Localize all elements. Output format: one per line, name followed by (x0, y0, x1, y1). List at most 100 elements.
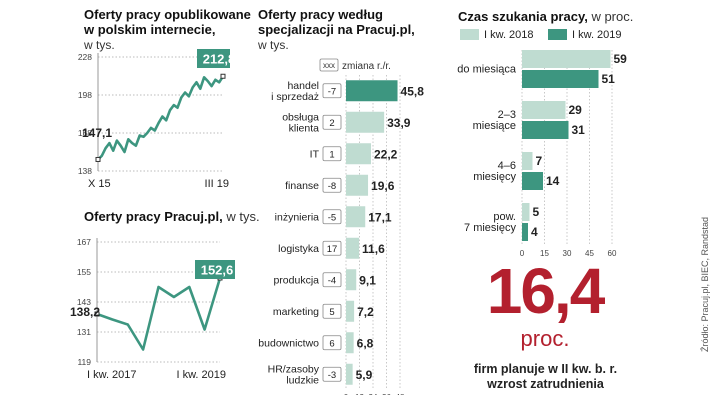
x-tick-label: 36 (382, 393, 391, 395)
bar (522, 223, 528, 241)
x-tick-label: 24 (369, 393, 378, 395)
category-label: finanse (285, 180, 319, 192)
search-time-chart-title-text: Czas szukania pracy, (458, 9, 588, 24)
legend-swatch (548, 29, 567, 40)
category-label: ludzkie (286, 374, 319, 386)
highlight-caption-line2: wzrost zatrudnienia (487, 377, 604, 391)
specialization-chart-title-line2: specjalizacji na Pracuj.pl, (258, 22, 415, 37)
start-point-marker (94, 311, 100, 317)
start-value-label: 147,1 (82, 126, 112, 140)
legend-change-box (319, 58, 339, 72)
y-tick-label: 198 (78, 90, 92, 100)
category-label: HR/zasoby (268, 363, 320, 375)
bar-value-label: 19,6 (371, 179, 395, 193)
internet-offers-chart: 138 168 198 228 147,1 212,8 X 15 III 19 (78, 49, 230, 190)
change-box (322, 335, 342, 351)
bar (522, 152, 533, 170)
x-tick-label: 0 (520, 249, 525, 257)
legend-change-box-text: xxx (323, 61, 335, 70)
y-tick-label: 228 (78, 52, 92, 62)
x-tick-label: 0 (344, 393, 349, 395)
category-label: klienta (289, 122, 320, 134)
x-tick-label: 12 (355, 393, 364, 395)
bar-value-label: 29 (569, 103, 583, 117)
change-value: 6 (329, 338, 334, 349)
bar-value-label: 14 (546, 174, 560, 188)
pracuj-chart-title-text: Oferty pracy Pracuj.pl, (84, 209, 223, 224)
end-value-label: 212,8 (203, 52, 230, 67)
change-value: 1 (329, 149, 334, 160)
x-tick-label: 15 (540, 249, 549, 257)
bar (522, 101, 566, 119)
change-value: -4 (328, 275, 336, 286)
change-value: 2 (329, 118, 334, 129)
legend-label: I kw. 2018 (484, 29, 534, 41)
change-box (322, 146, 342, 162)
change-box (322, 209, 342, 225)
x-end-label: III 19 (205, 178, 229, 190)
highlight-caption: firm planuje w II kw. b. r. wzrost zatru… (458, 362, 633, 392)
y-tick-label: 143 (77, 297, 91, 307)
legend-change-label: zmiana r./r. (342, 61, 391, 72)
bar-value-label: 4 (531, 225, 538, 239)
change-box (322, 114, 342, 130)
start-point-marker (95, 156, 101, 162)
highlight-caption-line1: firm planuje w II kw. b. r. (473, 362, 618, 376)
specialization-chart-unit: w tys. (258, 38, 289, 52)
bar-value-label: 59 (614, 52, 628, 66)
bar (346, 111, 385, 133)
category-label: miesięcy (473, 171, 516, 183)
series-line (96, 277, 222, 351)
end-value-box (197, 49, 230, 68)
bar-value-label: 11,6 (362, 242, 385, 256)
y-tick-label: 138 (78, 166, 92, 176)
legend-swatch (460, 29, 479, 40)
bar (522, 203, 530, 221)
internet-chart-unit: w tys. (84, 38, 115, 52)
category-label: 4–6 (498, 160, 516, 172)
category-label: obsługa (282, 111, 319, 123)
category-label: produkcja (273, 274, 319, 286)
bar (346, 269, 357, 291)
change-box (322, 83, 342, 99)
end-value-box (195, 260, 235, 279)
pracuj-chart-unit: w tys. (226, 209, 260, 224)
x-tick-label: 60 (608, 249, 617, 257)
bar (346, 363, 353, 385)
change-value: -7 (328, 86, 336, 97)
bar (522, 121, 569, 139)
bar-value-label: 33,9 (387, 116, 411, 130)
x-tick-label: 48 (396, 393, 405, 395)
y-tick-label: 119 (77, 357, 91, 367)
change-box (322, 272, 342, 288)
search-time-chart-title: Czas szukania pracy, w proc. (458, 9, 633, 24)
category-label: IT (310, 148, 320, 160)
bar-value-label: 17,1 (368, 210, 392, 224)
internet-chart-title-line1: Oferty pracy opublikowane (84, 7, 251, 22)
change-value: 17 (327, 244, 338, 255)
x-start-label: X 15 (88, 178, 111, 190)
bar-value-label: 5,9 (356, 368, 373, 382)
bar (346, 80, 398, 102)
x-tick-label: 30 (563, 249, 572, 257)
bar-value-label: 5 (533, 205, 540, 219)
change-box (322, 177, 342, 193)
source-note: Źródło: Pracuj.pl, BIEC, Randstad (700, 216, 710, 352)
category-label: 2–3 (498, 109, 516, 121)
category-label: do miesiąca (457, 64, 517, 76)
end-value-label: 152,6 (201, 263, 234, 278)
category-label: 7 miesięcy (464, 222, 516, 234)
change-box (322, 240, 342, 256)
bar (346, 206, 366, 228)
change-box (322, 366, 342, 382)
y-tick-label: 131 (77, 327, 91, 337)
highlight-unit: proc. (520, 326, 570, 351)
bar-value-label: 7 (536, 154, 543, 168)
internet-chart-title: Oferty pracy opublikowane w polskim inte… (84, 7, 251, 37)
change-box (322, 303, 342, 319)
bar (346, 332, 354, 354)
change-value: 5 (329, 307, 334, 318)
bar-value-label: 7,2 (357, 305, 374, 319)
x-start-label: I kw. 2017 (87, 369, 137, 381)
